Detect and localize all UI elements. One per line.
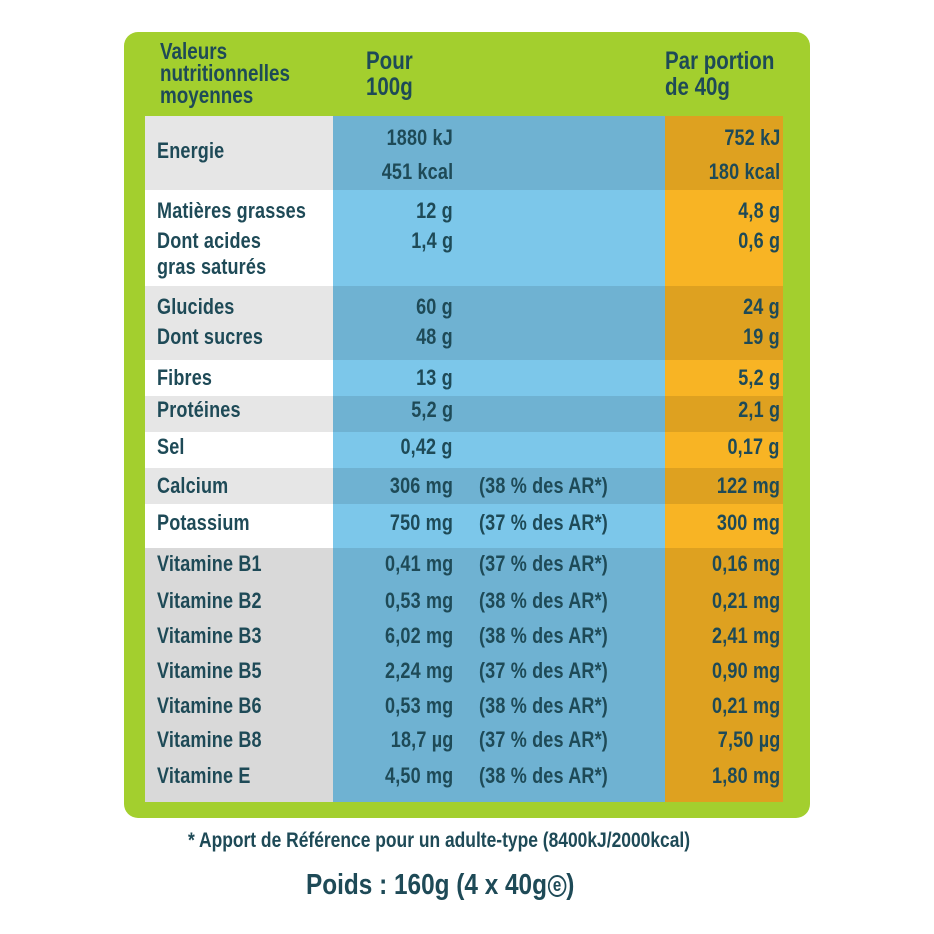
reference-intake-percent: (37 % des AR*)	[479, 510, 608, 535]
per100-value: 2,24 mg	[384, 658, 453, 683]
header-per100-line-1: Pour	[366, 47, 413, 75]
portion-value: 0,16 mg	[711, 551, 780, 576]
reference-intake-percent: (37 % des AR*)	[479, 727, 608, 752]
reference-intake-percent: (38 % des AR*)	[479, 588, 608, 613]
nutrient-label: Vitamine B8	[157, 727, 262, 752]
row-shading	[333, 468, 783, 504]
per100-value: 306 mg	[389, 473, 453, 498]
row-background	[145, 116, 333, 190]
header-label-line-1: Valeurs	[160, 38, 228, 64]
nutrient-label: Vitamine B2	[157, 588, 262, 613]
portion-value: 0,6 g	[738, 228, 780, 253]
nutrient-label: Glucides	[157, 294, 235, 319]
per100-value: 0,53 mg	[384, 588, 453, 613]
row-background	[145, 360, 333, 396]
row-background	[145, 468, 333, 504]
row-shading	[333, 548, 783, 802]
row-background	[145, 548, 333, 802]
header-label-line-2: nutritionnelles	[160, 60, 290, 86]
net-weight: Poids : 160g (4 x 40g e)	[306, 868, 574, 902]
portion-value: 5,2 g	[738, 365, 780, 390]
nutrient-label: Energie	[157, 138, 225, 163]
header-portion-line-2: de 40g	[665, 73, 730, 101]
per100-value: 0,41 mg	[384, 551, 453, 576]
nutrient-label: Sel	[157, 434, 185, 459]
header-per100-line-2: 100g	[366, 73, 413, 101]
portion-value: 0,90 mg	[711, 658, 780, 683]
reference-intake-percent: (38 % des AR*)	[479, 763, 608, 788]
portion-value: 752 kJ	[723, 125, 780, 150]
per100-value: 1880 kJ	[386, 125, 453, 150]
row-shading	[333, 286, 783, 360]
per100-value: 750 mg	[389, 510, 453, 535]
nutrient-label: gras saturés	[157, 254, 267, 279]
per100-value: 60 g	[416, 294, 453, 319]
portion-value: 0,17 g	[727, 434, 780, 459]
portion-column	[665, 116, 783, 802]
reference-intake-percent: (38 % des AR*)	[479, 473, 608, 498]
net-weight-close: )	[566, 869, 575, 901]
per100-value: 12 g	[416, 198, 453, 223]
reference-intake-percent: (37 % des AR*)	[479, 551, 608, 576]
per100-value: 6,02 mg	[384, 623, 453, 648]
portion-value: 122 mg	[716, 473, 780, 498]
portion-value: 24 g	[743, 294, 780, 319]
portion-value: 0,21 mg	[711, 588, 780, 613]
per100-value: 5,2 g	[411, 397, 453, 422]
nutrient-label: Vitamine B1	[157, 551, 262, 576]
per100-column	[333, 116, 665, 802]
portion-value: 7,50 µg	[717, 727, 780, 752]
portion-value: 0,21 mg	[711, 693, 780, 718]
row-shading	[333, 396, 783, 432]
per100-value: 1,4 g	[411, 228, 453, 253]
reference-intake-percent: (37 % des AR*)	[479, 658, 608, 683]
per100-value: 451 kcal	[381, 159, 453, 184]
row-background	[145, 504, 333, 548]
estimated-e-mark: e	[547, 875, 567, 898]
portion-value: 180 kcal	[708, 159, 780, 184]
nutrient-label: Fibres	[157, 365, 213, 390]
nutrient-label: Vitamine B6	[157, 693, 262, 718]
per100-value: 0,53 mg	[384, 693, 453, 718]
row-background	[145, 432, 333, 468]
portion-value: 2,41 mg	[711, 623, 780, 648]
per100-value: 13 g	[416, 365, 453, 390]
reference-intake-percent: (38 % des AR*)	[479, 623, 608, 648]
nutrient-label: Vitamine B3	[157, 623, 262, 648]
row-shading	[333, 116, 783, 190]
portion-value: 19 g	[743, 324, 780, 349]
net-weight-text: Poids : 160g (4 x 40g	[306, 869, 547, 901]
header-label-line-3: moyennes	[160, 82, 254, 108]
row-background	[145, 286, 333, 360]
footnote: * Apport de Référence pour un adulte-typ…	[188, 829, 691, 852]
per100-value: 4,50 mg	[384, 763, 453, 788]
nutrient-label: Calcium	[157, 473, 229, 498]
row-background	[145, 190, 333, 286]
nutrient-label: Vitamine B5	[157, 658, 262, 683]
nutrient-label: Vitamine E	[157, 763, 251, 788]
row-background	[145, 396, 333, 432]
nutrient-label: Protéines	[157, 397, 241, 422]
per100-value: 48 g	[416, 324, 453, 349]
nutrient-label: Matières grasses	[157, 198, 307, 223]
portion-value: 4,8 g	[738, 198, 780, 223]
nutrient-label: Dont sucres	[157, 324, 264, 349]
portion-value: 2,1 g	[738, 397, 780, 422]
nutrient-label: Dont acides	[157, 228, 262, 253]
header-portion-line-1: Par portion	[665, 47, 775, 75]
portion-value: 300 mg	[716, 510, 780, 535]
reference-intake-percent: (38 % des AR*)	[479, 693, 608, 718]
per100-value: 18,7 µg	[390, 727, 453, 752]
per100-value: 0,42 g	[400, 434, 453, 459]
nutrient-label: Potassium	[157, 510, 250, 535]
portion-value: 1,80 mg	[711, 763, 780, 788]
